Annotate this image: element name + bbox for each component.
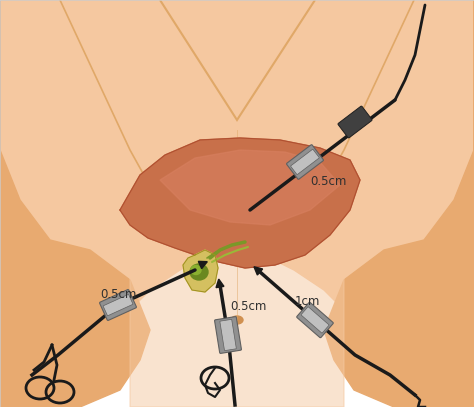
Polygon shape	[254, 267, 263, 275]
FancyBboxPatch shape	[103, 295, 133, 316]
Polygon shape	[160, 150, 340, 225]
Text: 0.5cm: 0.5cm	[310, 175, 346, 188]
Polygon shape	[120, 138, 360, 268]
FancyBboxPatch shape	[297, 302, 333, 338]
FancyBboxPatch shape	[100, 289, 137, 320]
FancyBboxPatch shape	[287, 145, 323, 179]
Ellipse shape	[190, 264, 208, 280]
Polygon shape	[198, 261, 207, 269]
Polygon shape	[130, 0, 344, 407]
FancyBboxPatch shape	[338, 106, 372, 138]
FancyBboxPatch shape	[301, 307, 329, 333]
Ellipse shape	[231, 316, 243, 324]
FancyBboxPatch shape	[291, 149, 319, 175]
Text: 0.5cm: 0.5cm	[230, 300, 266, 313]
Polygon shape	[0, 0, 150, 407]
Polygon shape	[324, 0, 474, 407]
Text: 1cm: 1cm	[295, 295, 320, 308]
Polygon shape	[216, 279, 224, 288]
Polygon shape	[183, 250, 218, 292]
FancyBboxPatch shape	[215, 317, 241, 353]
FancyBboxPatch shape	[220, 319, 237, 350]
Text: 0.5cm: 0.5cm	[100, 288, 137, 301]
Ellipse shape	[191, 265, 201, 274]
